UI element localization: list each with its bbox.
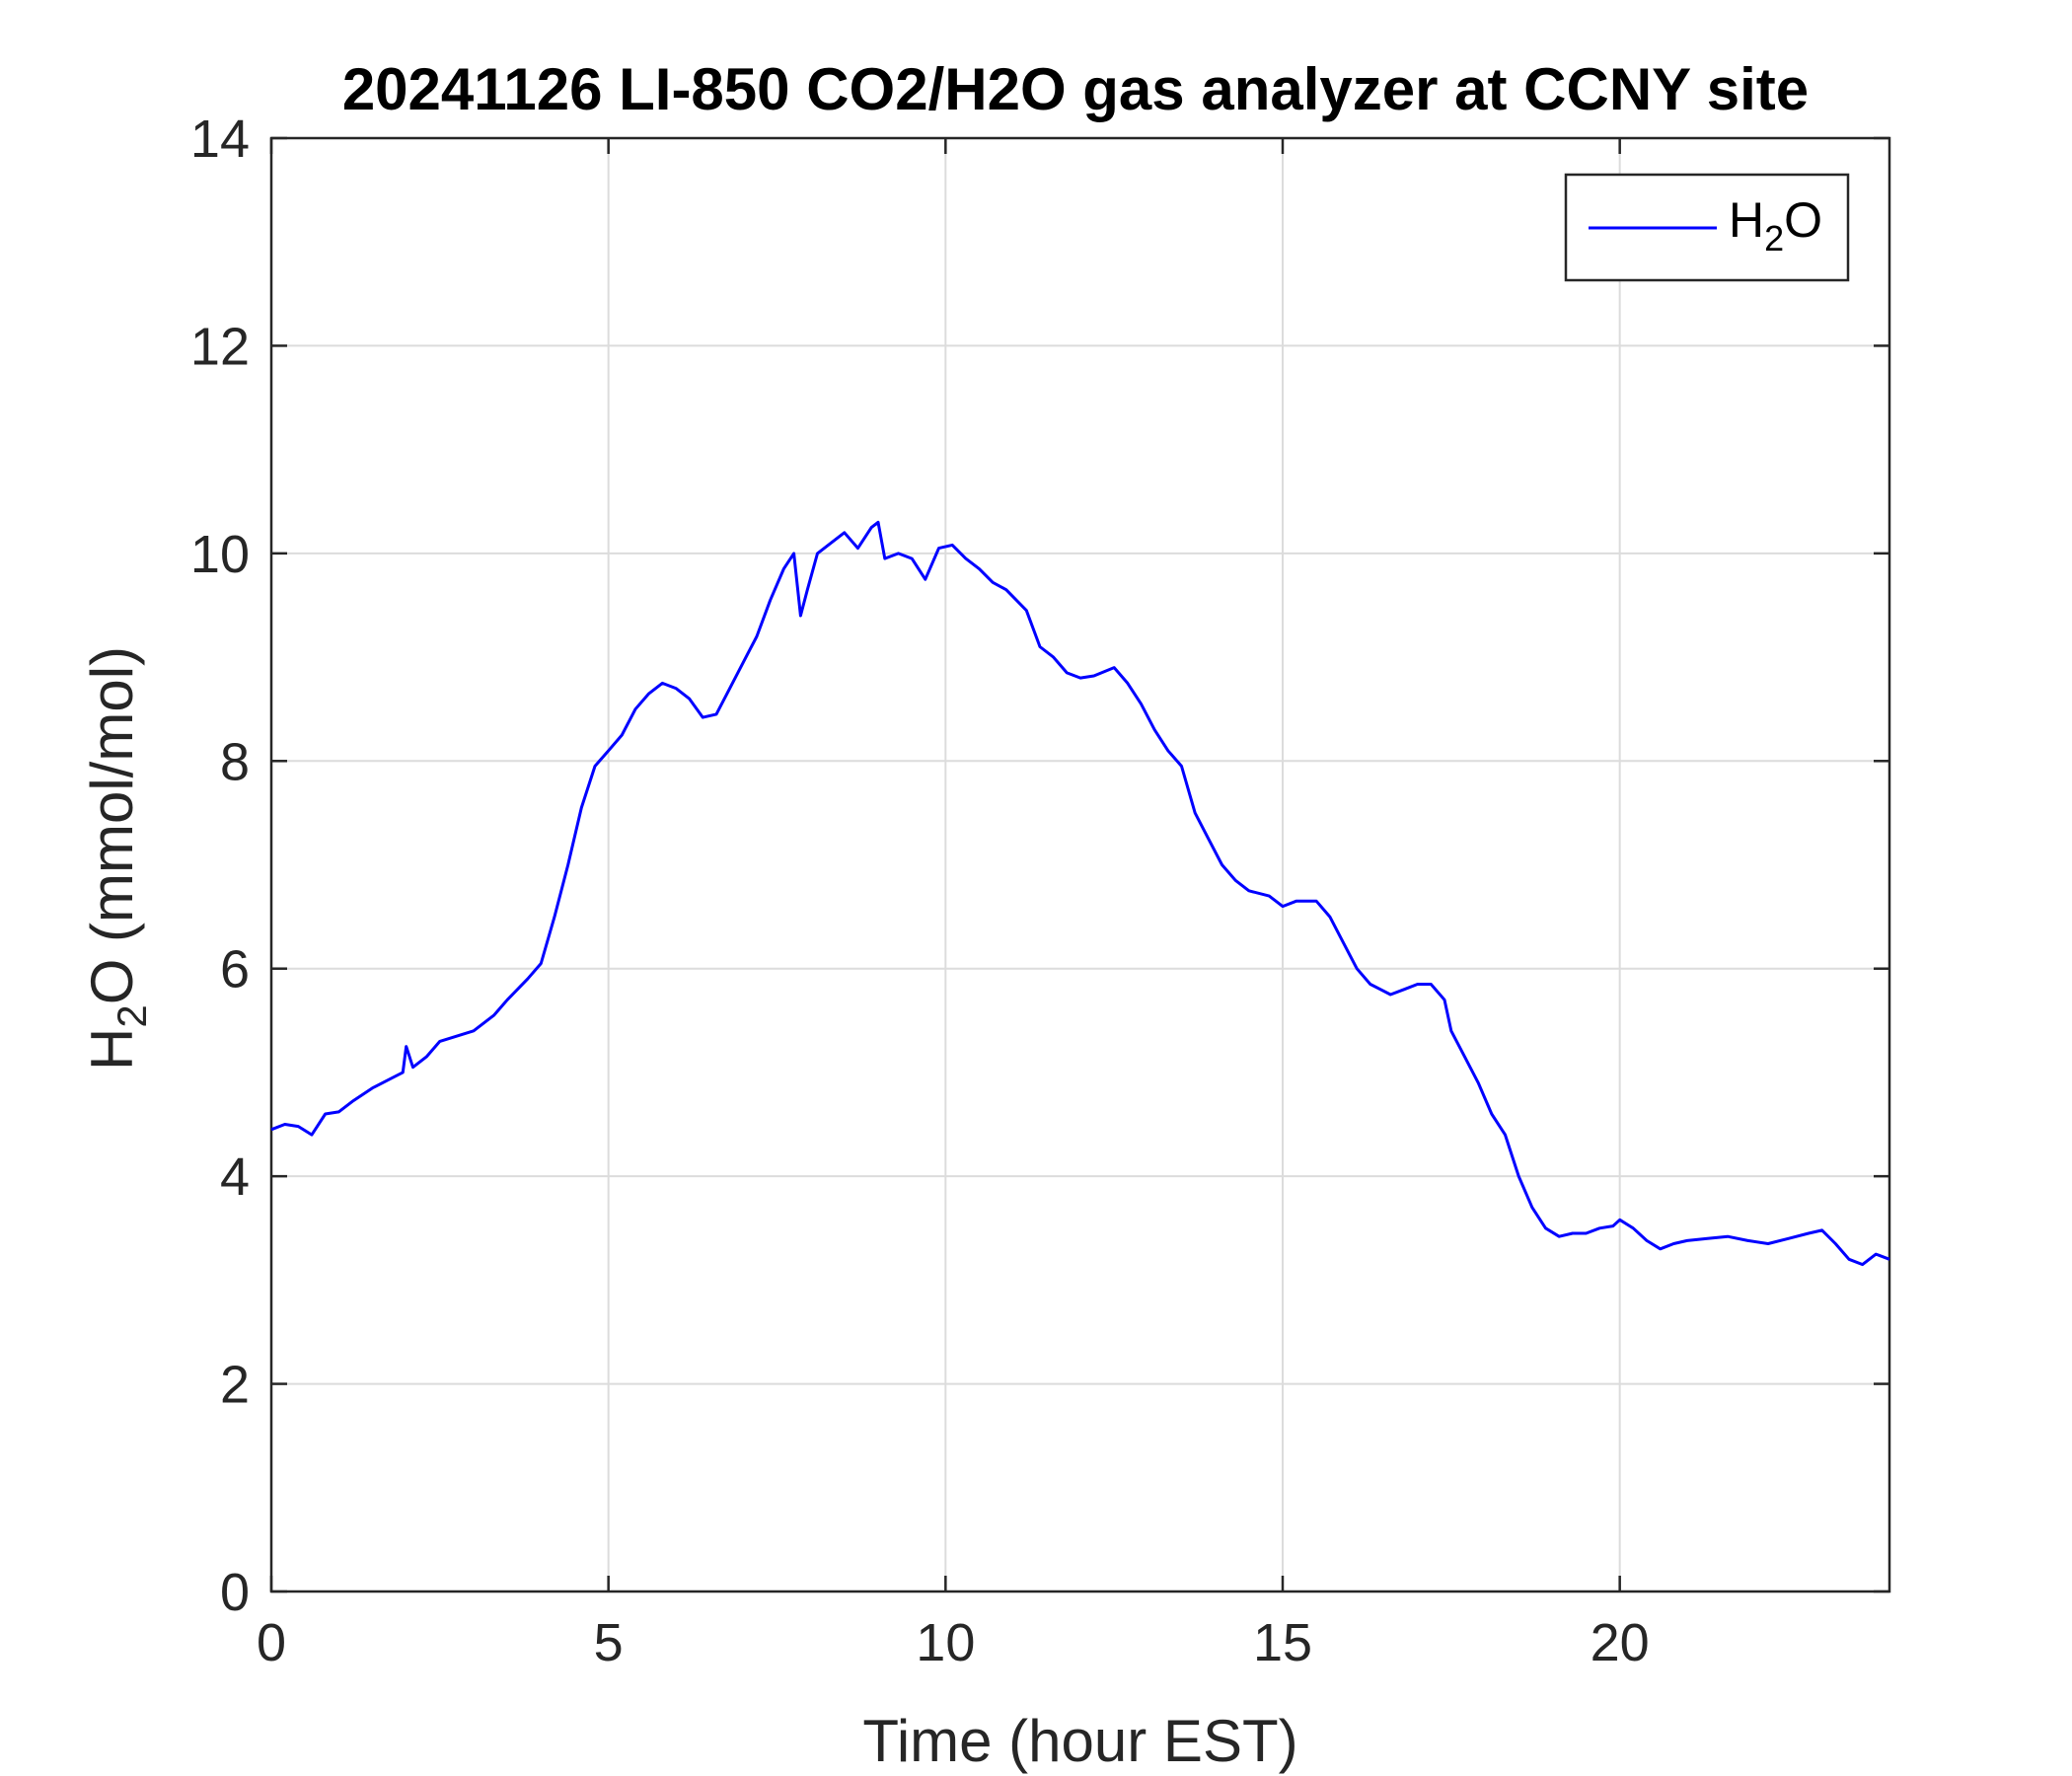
- series-line-h2o: [270, 520, 1890, 1267]
- y-tick-label: 12: [190, 317, 250, 376]
- chart-title: 20241126 LI-850 CO2/H2O gas analyzer at …: [342, 56, 1809, 122]
- legend-label-subscript: 2: [1764, 218, 1784, 259]
- y-tick-label: 6: [220, 940, 250, 999]
- x-tick-label: 0: [257, 1613, 286, 1672]
- gridlines: [271, 138, 1889, 1591]
- y-axis-label: H2O (mmol/mol): [79, 646, 155, 1071]
- y-tick-label: 0: [220, 1563, 250, 1622]
- legend-label-o: O: [1784, 192, 1822, 248]
- series-layer: [270, 520, 1890, 1267]
- x-tick-label: 15: [1253, 1613, 1312, 1672]
- y-axis-label-subscript: 2: [109, 1004, 155, 1027]
- y-tick-label: 10: [190, 525, 250, 584]
- y-tick-label: 14: [190, 110, 250, 169]
- y-tick-label: 4: [220, 1147, 250, 1207]
- x-tick-label: 5: [594, 1613, 624, 1672]
- plot-frame: [269, 136, 1891, 1593]
- legend: H2O: [1564, 173, 1850, 282]
- y-tick-label: 2: [220, 1356, 250, 1415]
- y-axis-label-rest: O (mmol/mol): [79, 646, 145, 1004]
- y-axis-label-h: H: [79, 1028, 145, 1071]
- x-tick-label: 20: [1591, 1613, 1650, 1672]
- tick-labels: 0 5 10 15 20 0 2 4 6 8 10 12 14: [190, 110, 1650, 1672]
- x-axis-label: Time (hour EST): [862, 1708, 1297, 1774]
- y-tick-label: 8: [220, 732, 250, 791]
- legend-label: H2O: [1729, 192, 1822, 259]
- x-tick-label: 10: [916, 1613, 975, 1672]
- legend-label-h: H: [1729, 192, 1764, 248]
